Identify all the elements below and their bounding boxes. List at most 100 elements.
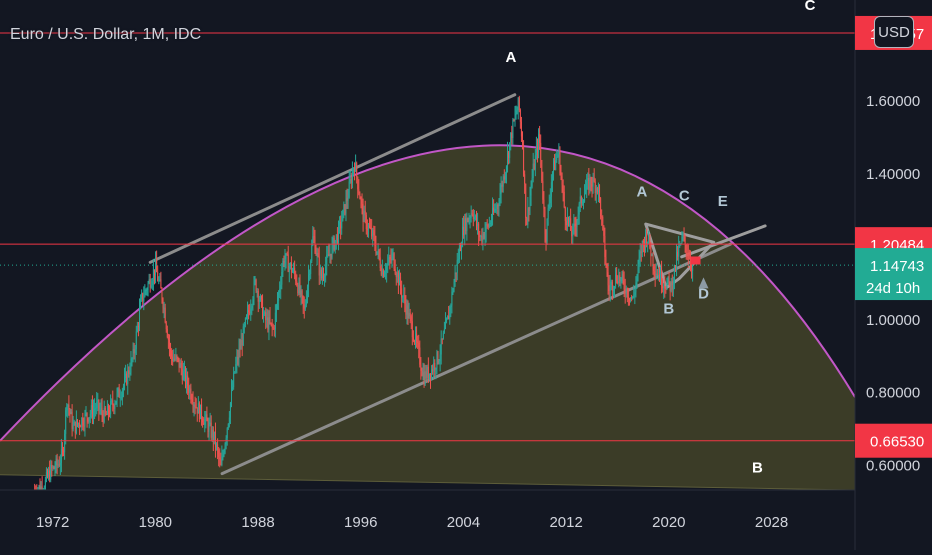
candle-body xyxy=(557,154,558,157)
candle-body xyxy=(541,160,542,181)
candle-body xyxy=(224,453,225,455)
chart-title: Euro / U.S. Dollar, 1M, IDC xyxy=(10,26,201,44)
candle-body xyxy=(386,265,387,272)
candle-body xyxy=(251,306,252,308)
y-tick-label: 0.80000 xyxy=(866,385,920,402)
candle-body xyxy=(78,423,79,424)
candle-body xyxy=(674,265,675,281)
candle-body xyxy=(663,286,664,288)
candle-body xyxy=(293,268,294,271)
candle-body xyxy=(369,226,370,228)
candle-body xyxy=(96,402,97,408)
candle-body xyxy=(450,305,451,306)
candle-body xyxy=(124,378,125,386)
countdown-tag: 24d 10h xyxy=(866,280,920,297)
candle-body xyxy=(134,349,135,353)
candle-body xyxy=(152,281,153,285)
candle-body xyxy=(194,405,195,406)
candle-body xyxy=(301,290,302,294)
candle-body xyxy=(553,161,554,172)
candle-body xyxy=(243,326,244,345)
candle-body xyxy=(628,297,629,298)
candle-body xyxy=(189,389,190,393)
candle-body xyxy=(169,340,170,347)
candle-body xyxy=(402,296,403,297)
candle-body xyxy=(215,432,216,447)
candle-body xyxy=(249,312,250,314)
candle-body xyxy=(681,237,682,243)
candle-body xyxy=(408,305,409,318)
candle-body xyxy=(368,226,369,230)
candle-body xyxy=(103,414,104,422)
candle-body xyxy=(238,348,239,359)
candle-body xyxy=(448,316,449,319)
candle-body xyxy=(304,304,305,308)
candle-body xyxy=(286,253,287,259)
candle-body xyxy=(658,275,659,276)
candle-body xyxy=(356,163,357,177)
candle-body xyxy=(646,234,647,244)
candle-body xyxy=(599,185,600,198)
candle-body xyxy=(414,341,415,342)
candle-body xyxy=(128,370,129,374)
candle-body xyxy=(417,341,418,342)
candle-body xyxy=(513,120,514,121)
candle-body xyxy=(534,163,535,169)
candle-body xyxy=(154,269,155,275)
candle-body xyxy=(317,253,318,255)
candle-body xyxy=(556,157,557,160)
candle-body xyxy=(139,309,140,327)
candle-body xyxy=(491,220,492,223)
candle-body xyxy=(108,406,109,413)
candle-body xyxy=(371,228,372,237)
candle-body xyxy=(470,218,471,219)
candle-body xyxy=(581,197,582,204)
candle-body xyxy=(72,412,73,429)
candle-body xyxy=(113,405,114,409)
y-tick-label: 1.00000 xyxy=(866,312,920,329)
candle-body xyxy=(603,226,604,236)
candle-body xyxy=(633,295,634,296)
candle-body xyxy=(148,283,149,290)
candle-body xyxy=(66,407,67,410)
candle-body xyxy=(598,185,599,192)
candle-body xyxy=(199,403,200,419)
currency-button[interactable]: USD xyxy=(874,16,914,48)
candle-body xyxy=(430,373,431,378)
candle-body xyxy=(245,318,246,325)
candle-body xyxy=(97,400,98,402)
candle-body xyxy=(554,161,555,170)
candle-body xyxy=(399,277,400,286)
candle-body xyxy=(89,417,90,421)
candle-body xyxy=(187,376,188,387)
candle-body xyxy=(246,316,247,319)
candle-body xyxy=(540,143,541,160)
candle-body xyxy=(279,289,280,292)
candle-body xyxy=(191,399,192,402)
candle-body xyxy=(451,292,452,306)
candle-body xyxy=(73,425,74,428)
candle-body xyxy=(577,220,578,227)
candle-body xyxy=(102,408,103,414)
candle-body xyxy=(669,276,670,281)
candle-body xyxy=(241,340,242,350)
candle-body xyxy=(205,414,206,418)
candle-body xyxy=(548,208,549,219)
candle-body xyxy=(367,229,368,230)
wave-label: A xyxy=(506,49,517,66)
candle-body xyxy=(268,317,269,329)
candle-body xyxy=(158,280,159,281)
candle-body xyxy=(104,408,105,422)
candle-body xyxy=(601,216,602,217)
candle-body xyxy=(471,213,472,218)
candle-body xyxy=(273,327,274,328)
candle-body xyxy=(473,214,474,219)
candle-body xyxy=(271,323,272,324)
candle-body xyxy=(382,270,383,274)
candle-body xyxy=(181,363,182,369)
candle-body xyxy=(118,388,119,392)
candle-body xyxy=(114,404,115,409)
candle-body xyxy=(354,169,355,172)
candle-body xyxy=(201,405,202,419)
candle-body xyxy=(57,459,58,466)
